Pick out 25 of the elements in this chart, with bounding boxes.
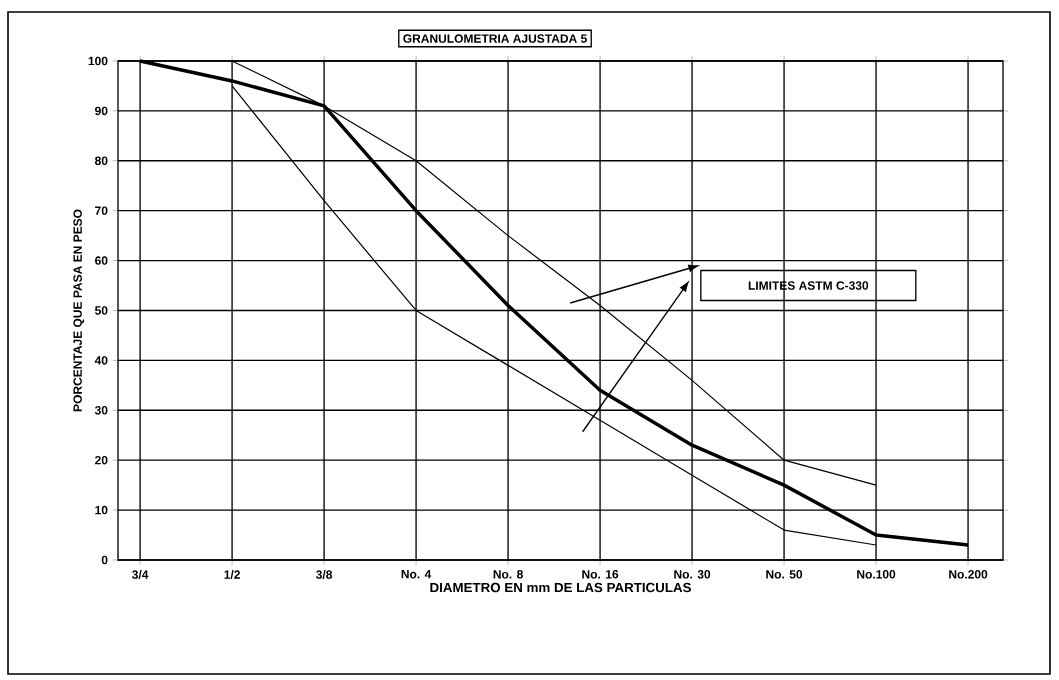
y-tick-label: 90: [95, 106, 108, 116]
x-axis-title: DIAMETRO EN mm DE LAS PARTICULAS: [430, 582, 691, 593]
x-tick-label: No.100: [857, 570, 896, 579]
y-tick-label: 20: [95, 455, 108, 465]
y-tick-label: 70: [95, 206, 108, 215]
y-tick-label: 50: [94, 306, 108, 315]
x-tick-label: 3/8: [316, 570, 333, 579]
x-tick-label: 1/2: [224, 570, 240, 579]
x-tick-label: No. 4: [401, 570, 432, 579]
x-tick-label: 3/4: [132, 570, 149, 579]
y-tick-label: 60: [95, 256, 108, 265]
y-axis-title: PORCENTAJE QUE PASA EN PESO: [73, 209, 85, 412]
y-tick-label: 10: [95, 505, 108, 515]
x-tick-label: No. 50: [766, 570, 803, 579]
y-tick-label: 80: [94, 156, 108, 166]
y-tick-label: 30: [94, 406, 108, 415]
x-tick-label: No. 16: [582, 570, 619, 579]
x-tick-label: No. 30: [674, 570, 711, 579]
y-tick-label: 100: [88, 56, 108, 66]
chart-title: GRANULOMETRIA AJUSTADA 5: [403, 34, 587, 43]
y-tick-label: 40: [94, 356, 108, 365]
x-tick-label: No.200: [949, 570, 988, 579]
line-series: [231, 85, 877, 546]
y-tick-label: 0: [101, 555, 108, 565]
x-tick-label: No. 8: [493, 570, 523, 579]
